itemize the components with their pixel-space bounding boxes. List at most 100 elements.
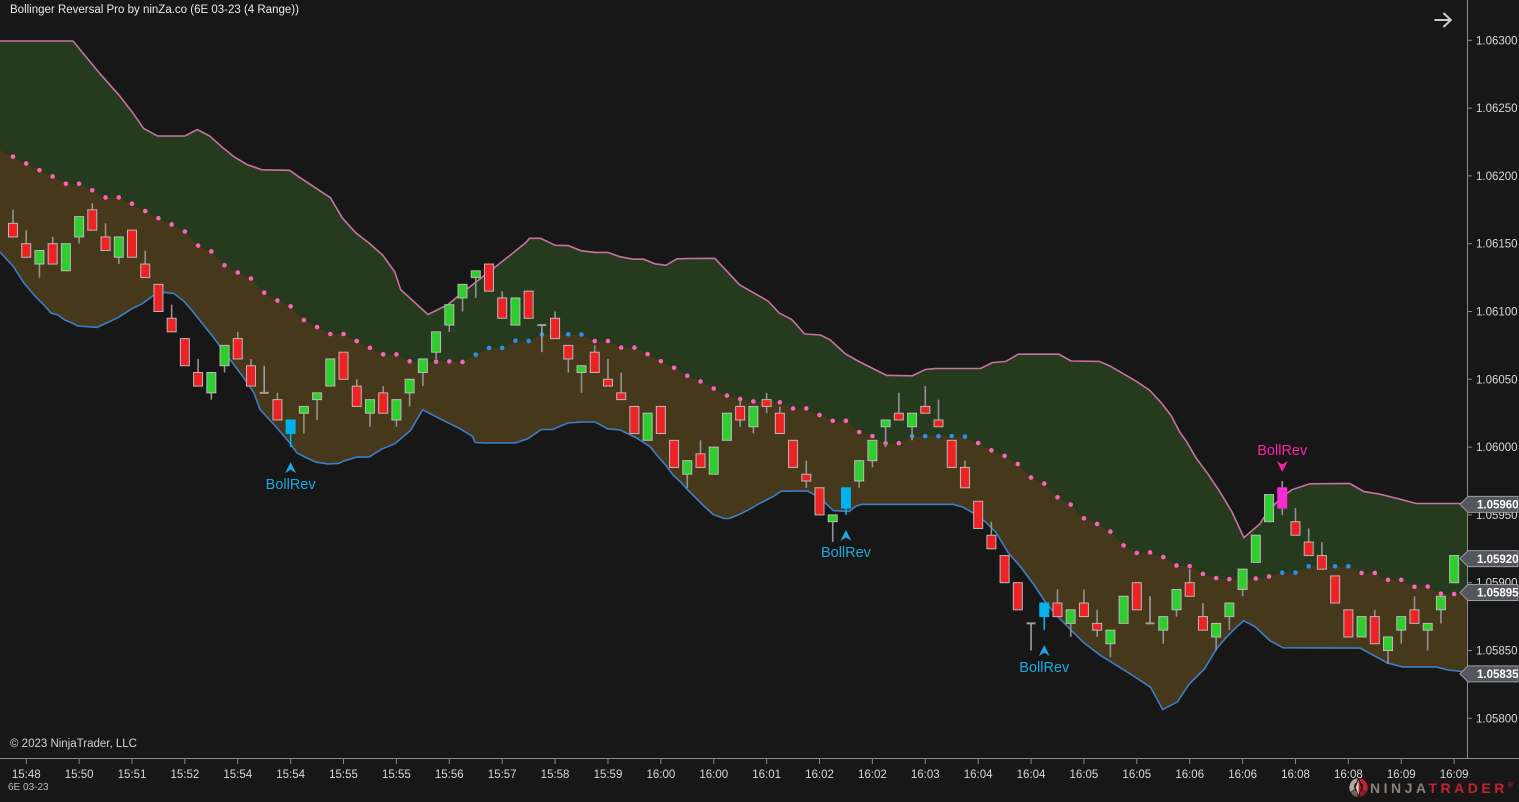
middle-band-dot xyxy=(1293,570,1298,575)
candle-body-red xyxy=(193,372,204,387)
middle-band-dot xyxy=(618,345,624,350)
price-marker xyxy=(1459,550,1519,568)
middle-band-dot xyxy=(1213,575,1219,581)
middle-band-dot xyxy=(975,440,981,446)
right-arrow-glyph xyxy=(1434,12,1453,28)
middle-band-dot xyxy=(1306,563,1311,569)
bollinger-upper-zone-fill xyxy=(0,41,1467,595)
candle-body-green xyxy=(1383,636,1394,652)
candle-body-green xyxy=(1118,595,1129,624)
candle-body-green xyxy=(576,365,587,374)
candle-body-green xyxy=(1211,622,1222,638)
middle-band-dot xyxy=(1174,563,1179,568)
price-tick-label: 1.06100 xyxy=(1476,307,1518,319)
middle-band-dot xyxy=(1015,461,1021,467)
candle-body-red xyxy=(563,344,574,360)
middle-band-dot xyxy=(222,262,227,268)
middle-band-dot xyxy=(1253,576,1259,581)
price-marker-label: 1.05835 xyxy=(1477,669,1519,681)
candle-body-red xyxy=(1078,602,1089,618)
candle-body-red xyxy=(1092,622,1103,631)
price-tick-label: 1.05850 xyxy=(1476,646,1518,658)
middle-band-dot xyxy=(1187,563,1193,569)
middle-band-dot xyxy=(182,229,188,234)
candle-body-green xyxy=(907,412,918,428)
candle-body-red xyxy=(589,351,600,374)
middle-band-dot xyxy=(936,433,941,439)
candle-body-red xyxy=(550,317,561,340)
middle-band-dot xyxy=(248,276,254,281)
ninjatrader-swirl-icon xyxy=(1349,778,1368,797)
middle-band-dot xyxy=(698,379,703,384)
candle-body-green xyxy=(444,304,455,326)
candle-body-green xyxy=(1264,494,1275,523)
middle-band-dot xyxy=(142,208,148,214)
middle-band-dot xyxy=(63,181,69,187)
instrument-tab[interactable]: 6E 03-23 xyxy=(8,782,49,793)
logo-text-trader: TRADER xyxy=(1428,779,1508,796)
middle-band-dot xyxy=(843,418,849,424)
middle-band-dot xyxy=(1438,591,1444,596)
candle-body-red xyxy=(140,263,151,279)
sell-signal-label: BollRev xyxy=(1257,443,1308,459)
candle-body-red xyxy=(629,405,640,435)
middle-band-dot xyxy=(1134,550,1140,556)
buy-signal-label: BollRev xyxy=(266,477,317,493)
middle-band-dot xyxy=(777,400,783,405)
candle-body-red xyxy=(378,392,389,414)
middle-band-dot xyxy=(1412,584,1417,590)
time-tick-label: 16:02 xyxy=(858,769,887,781)
middle-band-dot xyxy=(473,352,479,357)
candle-body-green xyxy=(827,514,838,523)
middle-band-dot xyxy=(460,359,465,365)
middle-band-dot xyxy=(261,290,267,295)
middle-band-dot xyxy=(275,298,280,303)
candle-body-red xyxy=(126,229,137,258)
middle-band-dot xyxy=(1385,577,1391,583)
middle-band-dot xyxy=(579,332,584,337)
candle-body-red xyxy=(497,297,508,319)
candle-body-green xyxy=(364,399,375,414)
time-tick-label: 16:08 xyxy=(1334,769,1363,781)
candle-body-green xyxy=(708,446,719,475)
time-tick-label: 16:06 xyxy=(1228,769,1257,781)
middle-band-dot xyxy=(407,358,412,364)
candle-body-green xyxy=(1065,609,1076,624)
candle-body-green xyxy=(206,372,217,394)
buy-signal-label: BollRev xyxy=(821,545,872,561)
candle-body-green xyxy=(1158,616,1169,631)
time-tick-label: 15:55 xyxy=(329,769,358,781)
candle-body-green xyxy=(404,378,415,394)
candle-body-red xyxy=(920,405,931,414)
middle-band-dot xyxy=(513,338,518,343)
middle-band-dot xyxy=(605,338,611,344)
candle-body-red xyxy=(774,412,785,435)
middle-band-dot xyxy=(1425,584,1430,589)
candle-body-cyan xyxy=(1039,602,1050,618)
right-arrow-icon[interactable] xyxy=(1433,11,1455,29)
price-marker xyxy=(1459,665,1519,683)
price-marker-label: 1.05960 xyxy=(1477,500,1519,512)
candle-body-red xyxy=(87,209,98,231)
time-tick-label: 15:56 xyxy=(435,769,464,781)
middle-band-dot xyxy=(156,215,161,221)
middle-band-dot xyxy=(288,304,293,309)
candle-body-green xyxy=(431,331,442,353)
middle-band-dot xyxy=(751,399,756,404)
candle-body-green xyxy=(312,392,323,401)
price-marker xyxy=(1459,495,1519,513)
buy-signal-arrow-icon xyxy=(840,529,852,541)
candle-body-red xyxy=(272,399,283,421)
upper-band-line xyxy=(0,40,1467,540)
candle-body-green xyxy=(457,283,468,299)
buy-signal-label: BollRev xyxy=(1019,660,1070,676)
middle-band-dot xyxy=(1372,570,1378,576)
time-tick-label: 16:09 xyxy=(1387,769,1416,781)
middle-band-dot xyxy=(592,338,598,344)
candle-body-green xyxy=(1435,595,1446,611)
middle-band-dot xyxy=(37,167,42,173)
middle-band-dot xyxy=(1121,543,1126,548)
middle-band-dot xyxy=(301,317,307,323)
